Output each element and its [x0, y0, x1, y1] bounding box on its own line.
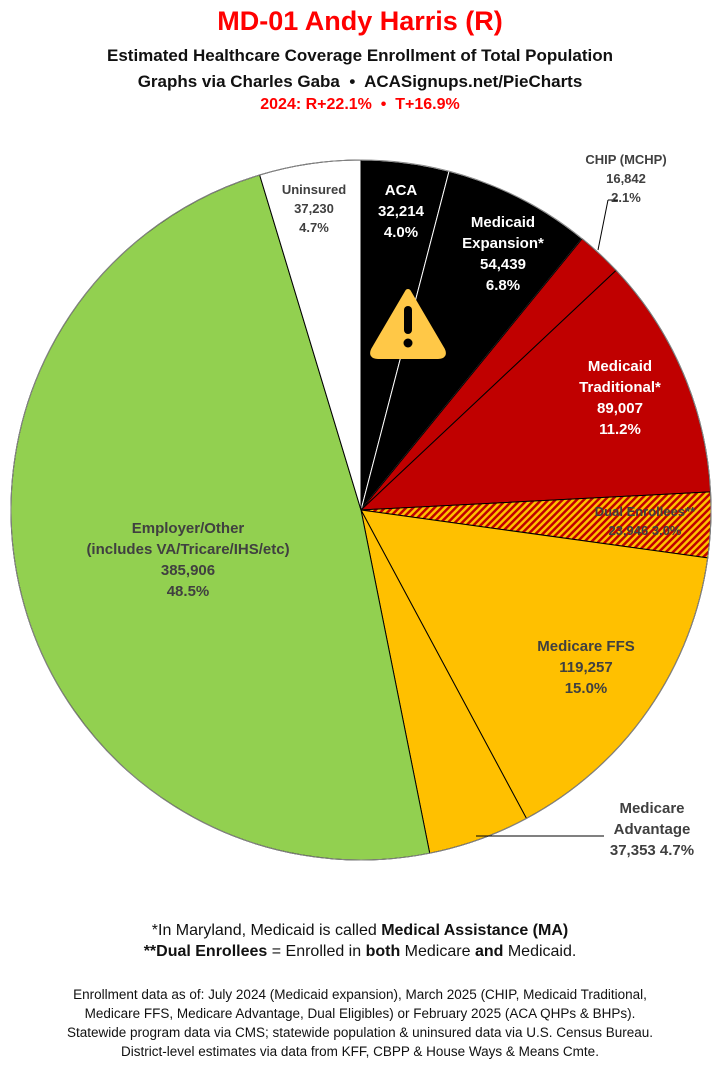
label-traditional-name1: Medicaid — [587, 358, 653, 375]
label-ffs-name: Medicare FFS — [537, 638, 635, 655]
label-aca-pct: 4.0% — [383, 224, 419, 241]
label-employer: Employer/Other (includes VA/Tricare/IHS/… — [86, 518, 289, 602]
chip-leader-line — [597, 199, 609, 251]
label-chip-name: CHIP (MCHP) — [585, 152, 667, 167]
label-advantage: Medicare Advantage 37,353 4.7% — [610, 798, 694, 861]
footnote-text: Medicare — [400, 943, 475, 960]
chart-credit: Graphs via Charles Gaba • ACASignups.net… — [137, 72, 583, 91]
label-ffs-pct: 15.0% — [564, 680, 608, 697]
source-line: Enrollment data as of: July 2024 (Medica… — [73, 987, 647, 1002]
label-dual-value: 23,946 3.0% — [608, 523, 682, 538]
label-aca: ACA 32,214 4.0% — [378, 180, 424, 243]
label-expansion-name2: Expansion* — [462, 235, 544, 252]
sources: Enrollment data as of: July 2024 (Medica… — [0, 985, 720, 1061]
label-employer-name: Employer/Other — [131, 520, 245, 537]
warning-triangle-icon — [370, 289, 446, 359]
chart-margins: 2024: R+22.1% • T+16.9% — [260, 96, 460, 113]
footnote-bold: both — [365, 943, 401, 960]
label-employer-pct: 48.5% — [166, 583, 210, 600]
footnote-bold: and — [474, 943, 504, 960]
label-ffs: Medicare FFS 119,257 15.0% — [537, 636, 635, 699]
label-traditional: Medicaid Traditional* 89,007 11.2% — [579, 356, 661, 440]
footnote-bold: **Dual Enrollees — [143, 943, 268, 960]
label-uninsured-pct: 4.7% — [299, 220, 329, 235]
footnote-text: *In Maryland, Medicaid is called — [151, 922, 382, 939]
label-uninsured: Uninsured 37,230 4.7% — [282, 180, 346, 237]
label-dual-name: Dual Enrollees** — [594, 504, 696, 519]
label-ffs-value: 119,257 — [559, 659, 613, 676]
label-traditional-name2: Traditional* — [579, 379, 661, 396]
source-line: District-level estimates via data from K… — [121, 1044, 599, 1059]
label-aca-value: 32,214 — [378, 203, 424, 220]
label-chip-pct: 2.1% — [611, 190, 641, 205]
footnote-medicaid: *In Maryland, Medicaid is called Medical… — [0, 920, 720, 941]
label-traditional-value: 89,007 — [597, 400, 643, 417]
label-advantage-name2: Advantage — [613, 821, 691, 838]
label-uninsured-value: 37,230 — [294, 201, 334, 216]
chart-title: MD-01 Andy Harris (R) — [217, 6, 503, 36]
source-line: Medicare FFS, Medicare Advantage, Dual E… — [84, 1006, 636, 1021]
label-advantage-name1: Medicare — [619, 800, 685, 817]
label-uninsured-name: Uninsured — [281, 182, 347, 197]
source-line: Statewide program data via CMS; statewid… — [66, 1025, 654, 1040]
label-expansion-value: 54,439 — [480, 256, 526, 273]
label-chip: CHIP (MCHP) 16,842 2.1% — [585, 150, 666, 207]
label-aca-name: ACA — [384, 182, 418, 199]
label-employer-note: (includes VA/Tricare/IHS/etc) — [86, 541, 290, 558]
footnote-text: Medicaid. — [503, 943, 577, 960]
pie-outline — [10, 159, 712, 861]
label-employer-value: 385,906 — [160, 562, 216, 579]
label-expansion-pct: 6.8% — [485, 277, 521, 294]
label-advantage-value: 37,353 4.7% — [609, 842, 695, 859]
footnote-dual: **Dual Enrollees = Enrolled in both Medi… — [0, 941, 720, 962]
label-traditional-pct: 11.2% — [599, 421, 641, 438]
chart-subtitle: Estimated Healthcare Coverage Enrollment… — [107, 46, 613, 65]
label-chip-value: 16,842 — [606, 171, 646, 186]
label-expansion-name1: Medicaid — [470, 214, 536, 231]
footnote-text: = Enrolled in — [267, 943, 366, 960]
label-expansion: Medicaid Expansion* 54,439 6.8% — [462, 212, 544, 296]
label-dual: Dual Enrollees** 23,946 3.0% — [595, 502, 695, 540]
footnote-bold: Medical Assistance (MA) — [381, 922, 569, 939]
